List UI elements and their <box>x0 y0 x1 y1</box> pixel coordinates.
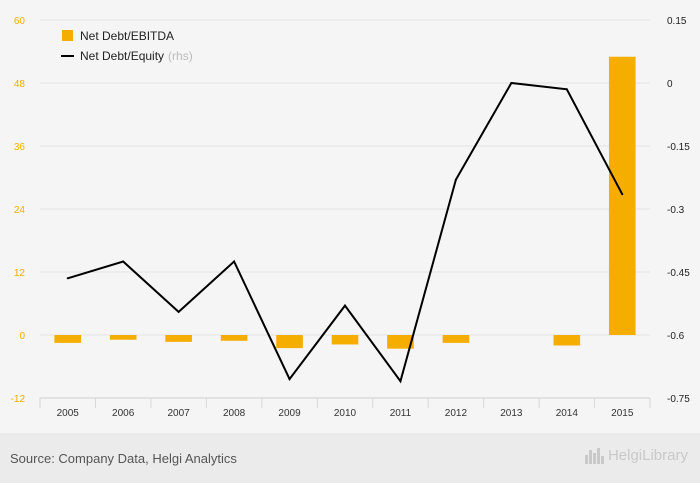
line-point <box>66 277 69 280</box>
legend: Net Debt/EBITDA Net Debt/Equity (rhs) <box>61 29 193 63</box>
legend-label-line-name: Net Debt/Equity <box>80 49 164 63</box>
line-point <box>288 378 291 381</box>
bar <box>442 335 470 343</box>
y-right-tick-label: -0.3 <box>667 205 685 216</box>
line-point <box>344 304 346 307</box>
bar <box>387 335 414 349</box>
line-point <box>122 260 125 263</box>
y-left-tick-label: 24 <box>14 205 26 216</box>
axes: 60 48 36 24 12 0 -12 0.15 0 -0.15 -0.3 -0.45 -0.6 -0.… <box>11 16 691 419</box>
y-right-tick-label: 0.15 <box>667 16 687 27</box>
y-right-tick-label: -0.15 <box>667 142 690 153</box>
line-point <box>565 88 568 91</box>
x-tick-label: 2015 <box>611 408 634 419</box>
line-point <box>233 260 236 263</box>
source-text: Source: Company Data, Helgi Analytics <box>10 451 237 466</box>
x-tick-label: 2008 <box>223 408 246 419</box>
x-tick-label: 2007 <box>168 408 191 419</box>
y-left-tick-label: 48 <box>14 79 26 90</box>
y-right-tick-label: -0.6 <box>667 331 685 342</box>
x-tick-label: 2010 <box>334 408 357 419</box>
bar <box>165 335 192 342</box>
x-tick-label: 2005 <box>57 408 80 419</box>
line-series <box>66 81 624 384</box>
bar <box>54 335 82 343</box>
bar <box>220 335 248 341</box>
y-right-tick-label: -0.45 <box>667 268 690 279</box>
legend-swatch-bar <box>62 30 73 41</box>
line-point <box>621 193 624 196</box>
bar <box>109 335 137 340</box>
line-point <box>454 178 457 181</box>
legend-label-line: Net Debt/Equity (rhs) <box>80 49 193 63</box>
line-point <box>399 380 402 383</box>
y-left-tick-label: 36 <box>14 142 26 153</box>
line-point <box>510 82 513 84</box>
bar <box>276 335 303 349</box>
chart-svg: 60 48 36 24 12 0 -12 0.15 0 -0.15 -0.3 -0.45 -0.6 -0.… <box>11 16 691 419</box>
y-left-tick-label: 60 <box>14 16 26 27</box>
y-left-tick-label: -12 <box>11 394 26 405</box>
x-tick-label: 2013 <box>500 408 523 419</box>
legend-label-bar: Net Debt/EBITDA <box>80 29 174 43</box>
legend-label-line-rhs: (rhs) <box>168 49 193 63</box>
brand-name: HelgiLibrary <box>607 447 688 464</box>
x-tick-label: 2012 <box>445 408 468 419</box>
brand-logo[interactable]: HelgiLibrary <box>584 447 688 464</box>
bar-series <box>54 56 636 349</box>
y-left-tick-label: 12 <box>14 268 26 279</box>
bar <box>608 56 636 335</box>
bar <box>331 335 359 345</box>
footer <box>0 433 700 483</box>
grid-lines <box>39 19 651 408</box>
x-tick-label: 2011 <box>390 408 412 419</box>
bar <box>553 335 581 346</box>
line-point <box>177 310 180 313</box>
x-tick-label: 2009 <box>278 408 301 419</box>
y-left-tick-label: 0 <box>19 331 25 342</box>
library-icon <box>584 447 604 464</box>
x-tick-label: 2006 <box>112 408 135 419</box>
y-right-tick-label: 0 <box>667 79 673 90</box>
x-tick-label: 2014 <box>556 408 579 419</box>
y-right-tick-label: -0.75 <box>667 394 690 405</box>
